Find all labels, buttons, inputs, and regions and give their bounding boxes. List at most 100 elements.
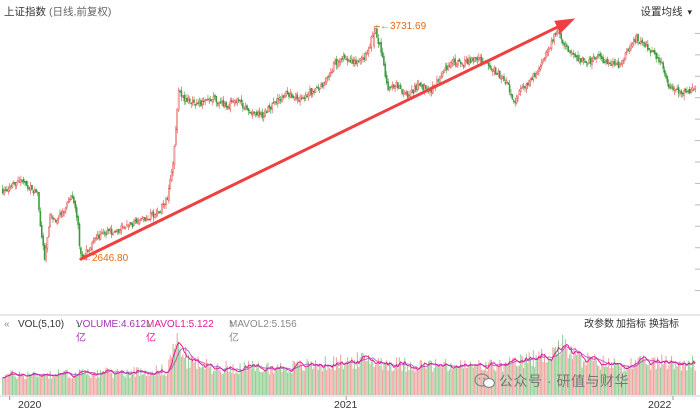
candle-body xyxy=(450,62,452,68)
candle-body xyxy=(575,55,578,58)
volume-bar xyxy=(633,364,635,395)
volume-bar xyxy=(507,363,509,395)
volume-bar xyxy=(187,354,189,395)
volume-bar xyxy=(368,354,370,395)
candle-body xyxy=(384,64,387,77)
volume-bar xyxy=(278,369,280,395)
candle-body xyxy=(600,56,603,59)
candle-body xyxy=(31,184,33,190)
add-indicator-button[interactable]: 加指标 xyxy=(616,319,646,330)
candle-body xyxy=(197,102,199,104)
volume-bar xyxy=(73,374,75,395)
set-ma-button[interactable]: 设置均线 ▾ xyxy=(641,4,692,19)
candle-body xyxy=(94,238,96,242)
candle-body xyxy=(223,103,226,106)
candle-body xyxy=(465,60,468,62)
volume-bar xyxy=(567,358,569,395)
candle-body xyxy=(187,99,190,104)
volume-bar xyxy=(436,365,438,395)
volume-bar xyxy=(556,353,558,395)
volume-bar xyxy=(242,370,244,395)
candle-body xyxy=(300,97,303,100)
volume-bar xyxy=(359,357,361,395)
candle-body xyxy=(193,99,195,103)
volume-bar xyxy=(150,374,152,395)
switch-indicator-button[interactable]: 换指标 xyxy=(649,319,679,330)
candle-body xyxy=(499,70,501,79)
volume-bar xyxy=(654,357,656,395)
volume-bar xyxy=(422,365,424,395)
volume-bar xyxy=(320,364,322,395)
volume-bar xyxy=(169,354,171,395)
volume-bar xyxy=(312,369,314,395)
volume-bar xyxy=(599,369,601,395)
volume-bar xyxy=(626,366,628,395)
candle-body xyxy=(656,57,659,59)
collapse-icon[interactable]: « xyxy=(4,319,10,330)
candle-body xyxy=(313,90,315,93)
volume-bar xyxy=(534,366,536,395)
volume-bar xyxy=(439,366,441,395)
volume-bar xyxy=(405,371,407,395)
candle-body xyxy=(616,62,618,65)
volume-bar xyxy=(340,354,342,395)
volume-bar xyxy=(450,363,452,395)
candle-body xyxy=(268,104,271,108)
candle-body xyxy=(454,58,456,66)
volume-bar xyxy=(446,365,448,395)
volume-bar xyxy=(14,376,16,395)
volume-bar xyxy=(529,358,532,395)
candle-body xyxy=(693,88,695,91)
candle-body xyxy=(257,111,260,116)
candle-body xyxy=(297,100,300,102)
volume-bar xyxy=(215,365,217,395)
volume-indicator-bar: « VOL(5,10) VOLUME:4.612亿 ↓ MAVOL1:5.122亿… xyxy=(0,318,700,344)
volume-text: VOLUME:4.612亿 xyxy=(76,319,147,344)
volume-bar xyxy=(193,362,195,395)
volume-bar xyxy=(94,371,96,395)
candle-body xyxy=(518,90,521,95)
candle-body xyxy=(208,98,211,101)
volume-bar xyxy=(58,369,60,395)
change-params-button[interactable]: 改参数 xyxy=(584,319,614,330)
volume-bar xyxy=(154,375,156,395)
candle-body xyxy=(161,204,163,214)
candle-body xyxy=(504,82,507,84)
volume-bar xyxy=(542,362,544,395)
volume-bar xyxy=(455,365,458,395)
candle-body xyxy=(666,76,669,83)
candle-body xyxy=(550,40,553,50)
candle-body xyxy=(59,213,61,218)
volume-bar xyxy=(180,356,182,395)
volume-bar xyxy=(627,365,629,395)
candle-body xyxy=(105,233,107,236)
candle-body xyxy=(145,218,148,220)
volume-bar xyxy=(257,362,259,395)
candle-body xyxy=(323,82,325,86)
volume-bar xyxy=(35,376,37,395)
candle-body xyxy=(251,112,254,115)
volume-bar xyxy=(574,348,576,395)
candle-body xyxy=(334,60,336,64)
candle-body xyxy=(303,97,306,99)
candle-body xyxy=(49,214,51,228)
candle-body xyxy=(122,226,124,228)
candle-body xyxy=(517,95,519,99)
volume-bar xyxy=(139,376,141,395)
volume-bar xyxy=(309,365,311,395)
volume-bar xyxy=(222,373,224,395)
candle-body xyxy=(166,198,169,201)
x-label-2022: 2022 xyxy=(648,399,672,411)
candle-body xyxy=(289,93,292,98)
volume-bar xyxy=(686,370,688,395)
volume-bar xyxy=(240,370,243,395)
volume-bar xyxy=(504,362,506,395)
volume-bar xyxy=(334,370,336,395)
candle-body xyxy=(673,88,676,91)
volume-bar xyxy=(659,367,661,395)
volume-bar xyxy=(481,369,483,395)
candle-body xyxy=(91,242,93,250)
volume-bar xyxy=(679,360,681,395)
volume-bar xyxy=(594,353,596,395)
